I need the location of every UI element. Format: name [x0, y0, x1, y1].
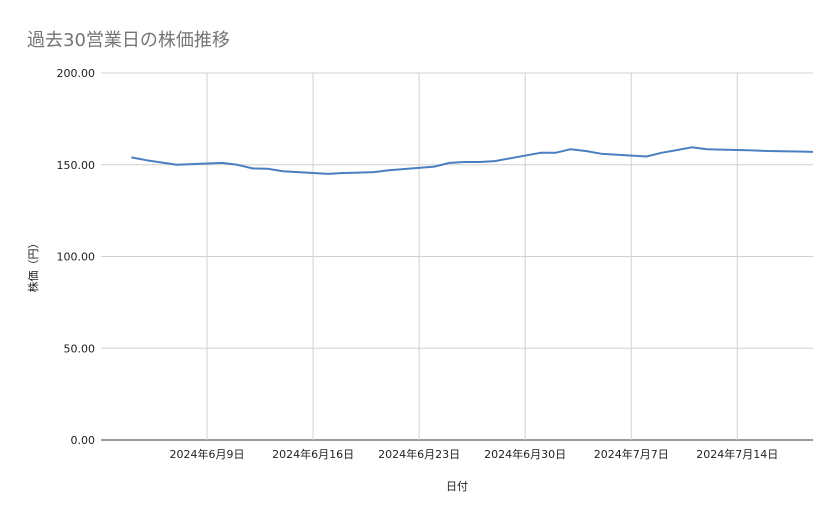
- x-axis-label: 日付: [446, 480, 468, 493]
- x-tick-label: 2024年6月23日: [378, 447, 460, 461]
- x-tick-label: 2024年7月14日: [696, 447, 778, 461]
- y-tick-label: 200.00: [57, 67, 96, 80]
- x-tick-label: 2024年6月30日: [484, 447, 566, 461]
- x-tick-label: 2024年6月9日: [170, 447, 245, 461]
- y-axis-ticks: 0.00 50.00 100.00 150.00 200.00: [57, 67, 96, 447]
- y-tick-label: 0.00: [71, 434, 96, 447]
- price-line: [131, 146, 814, 175]
- x-tick-label: 2024年6月16日: [272, 447, 354, 461]
- y-tick-label: 100.00: [57, 251, 96, 264]
- y-tick-label: 150.00: [57, 159, 96, 172]
- chart-title: 過去30営業日の株価推移: [27, 30, 230, 51]
- y-axis-label: 株価（円）: [26, 238, 40, 293]
- plot-area: [131, 146, 814, 175]
- x-axis-ticks: 2024年6月9日 2024年6月16日 2024年6月23日 2024年6月30日 2…: [170, 447, 779, 461]
- gridlines: [101, 72, 813, 441]
- x-tick-label: 2024年7月7日: [594, 447, 669, 461]
- y-tick-label: 50.00: [64, 342, 96, 355]
